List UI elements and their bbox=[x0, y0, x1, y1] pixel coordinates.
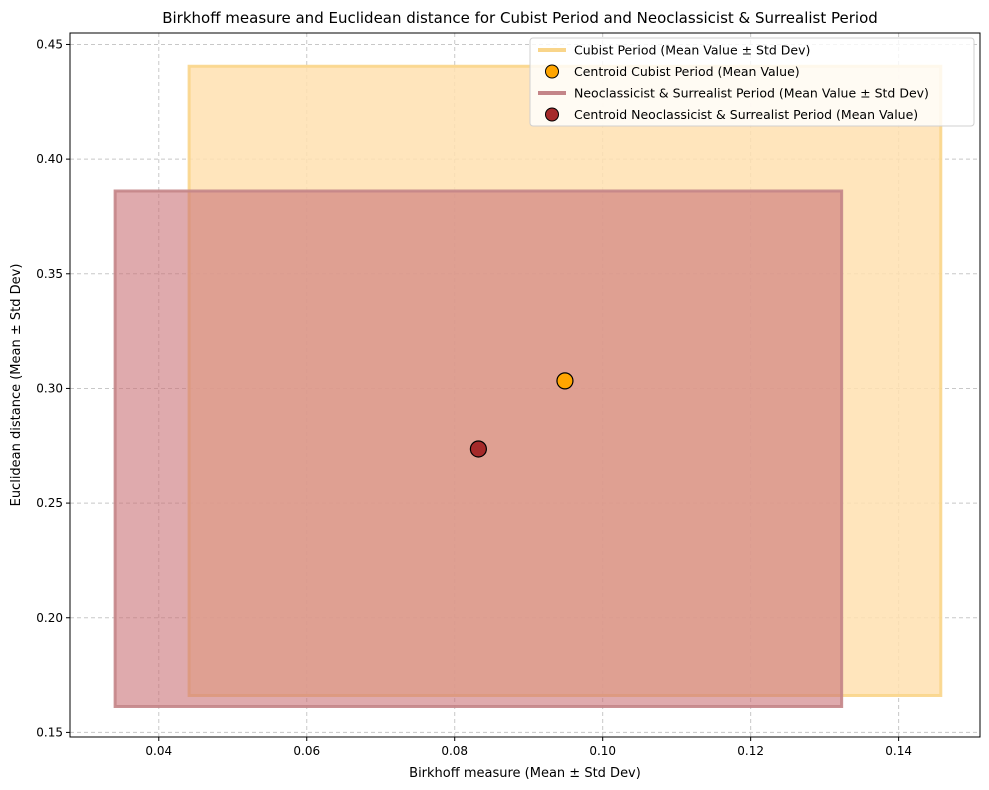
x-tick-label: 0.10 bbox=[589, 744, 616, 758]
centroid-points bbox=[469, 372, 574, 458]
y-tick-label: 0.20 bbox=[36, 611, 63, 625]
axis-ticks: 0.04 0.06 0.08 0.10 0.12 0.14 0.15 0.20 0.25 0.30… bbox=[36, 37, 912, 758]
x-tick-label: 0.06 bbox=[293, 744, 320, 758]
y-tick-label: 0.45 bbox=[36, 37, 63, 51]
legend-swatch-marker bbox=[545, 64, 559, 79]
y-tick-label: 0.30 bbox=[36, 381, 63, 395]
y-tick-label: 0.15 bbox=[36, 725, 63, 739]
range-rectangles bbox=[113, 64, 943, 709]
legend-label: Centroid Neoclassicist & Surrealist Peri… bbox=[574, 107, 918, 122]
x-axis-label: Birkhoff measure (Mean ± Std Dev) bbox=[409, 766, 641, 781]
x-tick-label: 0.14 bbox=[885, 744, 912, 758]
chart-legend: Cubist Period (Mean Value ± Std Dev) Cent… bbox=[529, 37, 975, 127]
centroid-point-1 bbox=[556, 372, 574, 390]
x-tick-label: 0.12 bbox=[737, 744, 764, 758]
y-tick-label: 0.35 bbox=[36, 267, 63, 281]
y-tick-label: 0.25 bbox=[36, 496, 63, 510]
y-tick-label: 0.40 bbox=[36, 152, 63, 166]
plot-frame bbox=[69, 32, 981, 738]
legend-swatch-marker bbox=[545, 107, 559, 122]
legend-label: Neoclassicist & Surrealist Period (Mean … bbox=[574, 86, 929, 101]
centroid-point-2 bbox=[469, 440, 487, 458]
y-axis-label: Euclidean distance (Mean ± Std Dev) bbox=[9, 264, 24, 507]
legend-box bbox=[529, 37, 975, 127]
legend-label: Cubist Period (Mean Value ± Std Dev) bbox=[574, 43, 810, 58]
chart-title: Birkhoff measure and Euclidean distance … bbox=[162, 9, 878, 27]
x-tick-label: 0.08 bbox=[441, 744, 468, 758]
legend-label: Centroid Cubist Period (Mean Value) bbox=[574, 64, 800, 79]
x-tick-label: 0.04 bbox=[145, 744, 172, 758]
